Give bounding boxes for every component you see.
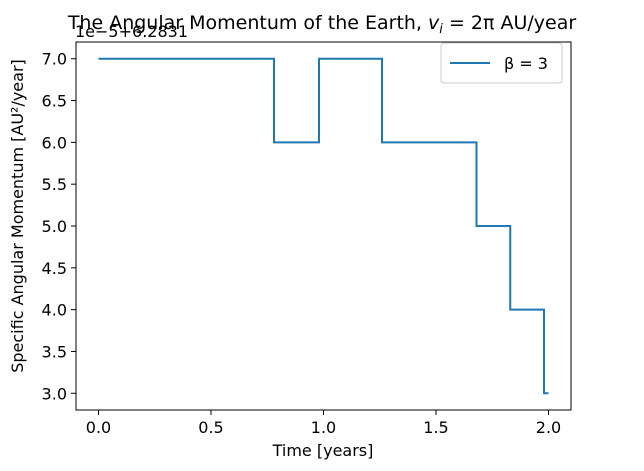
y-tick-label: 4.5 [42, 259, 67, 278]
x-tick-label: 0.5 [198, 418, 223, 437]
x-tick-label: 1.5 [423, 418, 448, 437]
y-axis-label: Specific Angular Momentum [AU²/year] [8, 59, 27, 373]
legend-frame [440, 42, 563, 84]
y-tick-label: 6.0 [42, 133, 67, 152]
y-tick-label: 6.5 [42, 92, 67, 111]
chart-title: The Angular Momentum of the Earth, vi = … [67, 12, 577, 37]
y-tick-label: 5.0 [42, 217, 67, 236]
y-tick-label: 3.0 [42, 384, 67, 403]
svg-text:The Angular Momentum of the Ea: The Angular Momentum of the Earth, vi = … [67, 12, 577, 37]
y-tick-label: 7.0 [42, 50, 67, 69]
y-tick-label: 5.5 [42, 175, 67, 194]
chart-title-suffix: = 2π AU/year [443, 12, 576, 34]
chart-title-prefix: The Angular Momentum of the Earth, [67, 12, 428, 34]
series-line [98, 57, 549, 395]
y-axis: 3.0 3.5 4.0 4.5 5.0 5.5 6.0 6.5 7.0 [42, 50, 76, 403]
legend: β = 3 [440, 42, 563, 84]
x-tick-label: 1.0 [311, 418, 336, 437]
y-offset-text: 1e−5+6.2831 [75, 22, 188, 41]
y-tick-label: 3.5 [42, 342, 67, 361]
x-axis-label: Time [years] [272, 441, 374, 460]
chart-title-math-sub: i [439, 22, 443, 37]
x-tick-label: 2.0 [536, 418, 561, 437]
x-axis: 0.0 0.5 1.0 1.5 2.0 [86, 410, 561, 437]
x-tick-label: 0.0 [86, 418, 111, 437]
y-tick-label: 4.0 [42, 301, 67, 320]
chart-title-math: v [428, 12, 440, 34]
series-layer [98, 57, 549, 395]
legend-entry: β = 3 [504, 54, 548, 73]
